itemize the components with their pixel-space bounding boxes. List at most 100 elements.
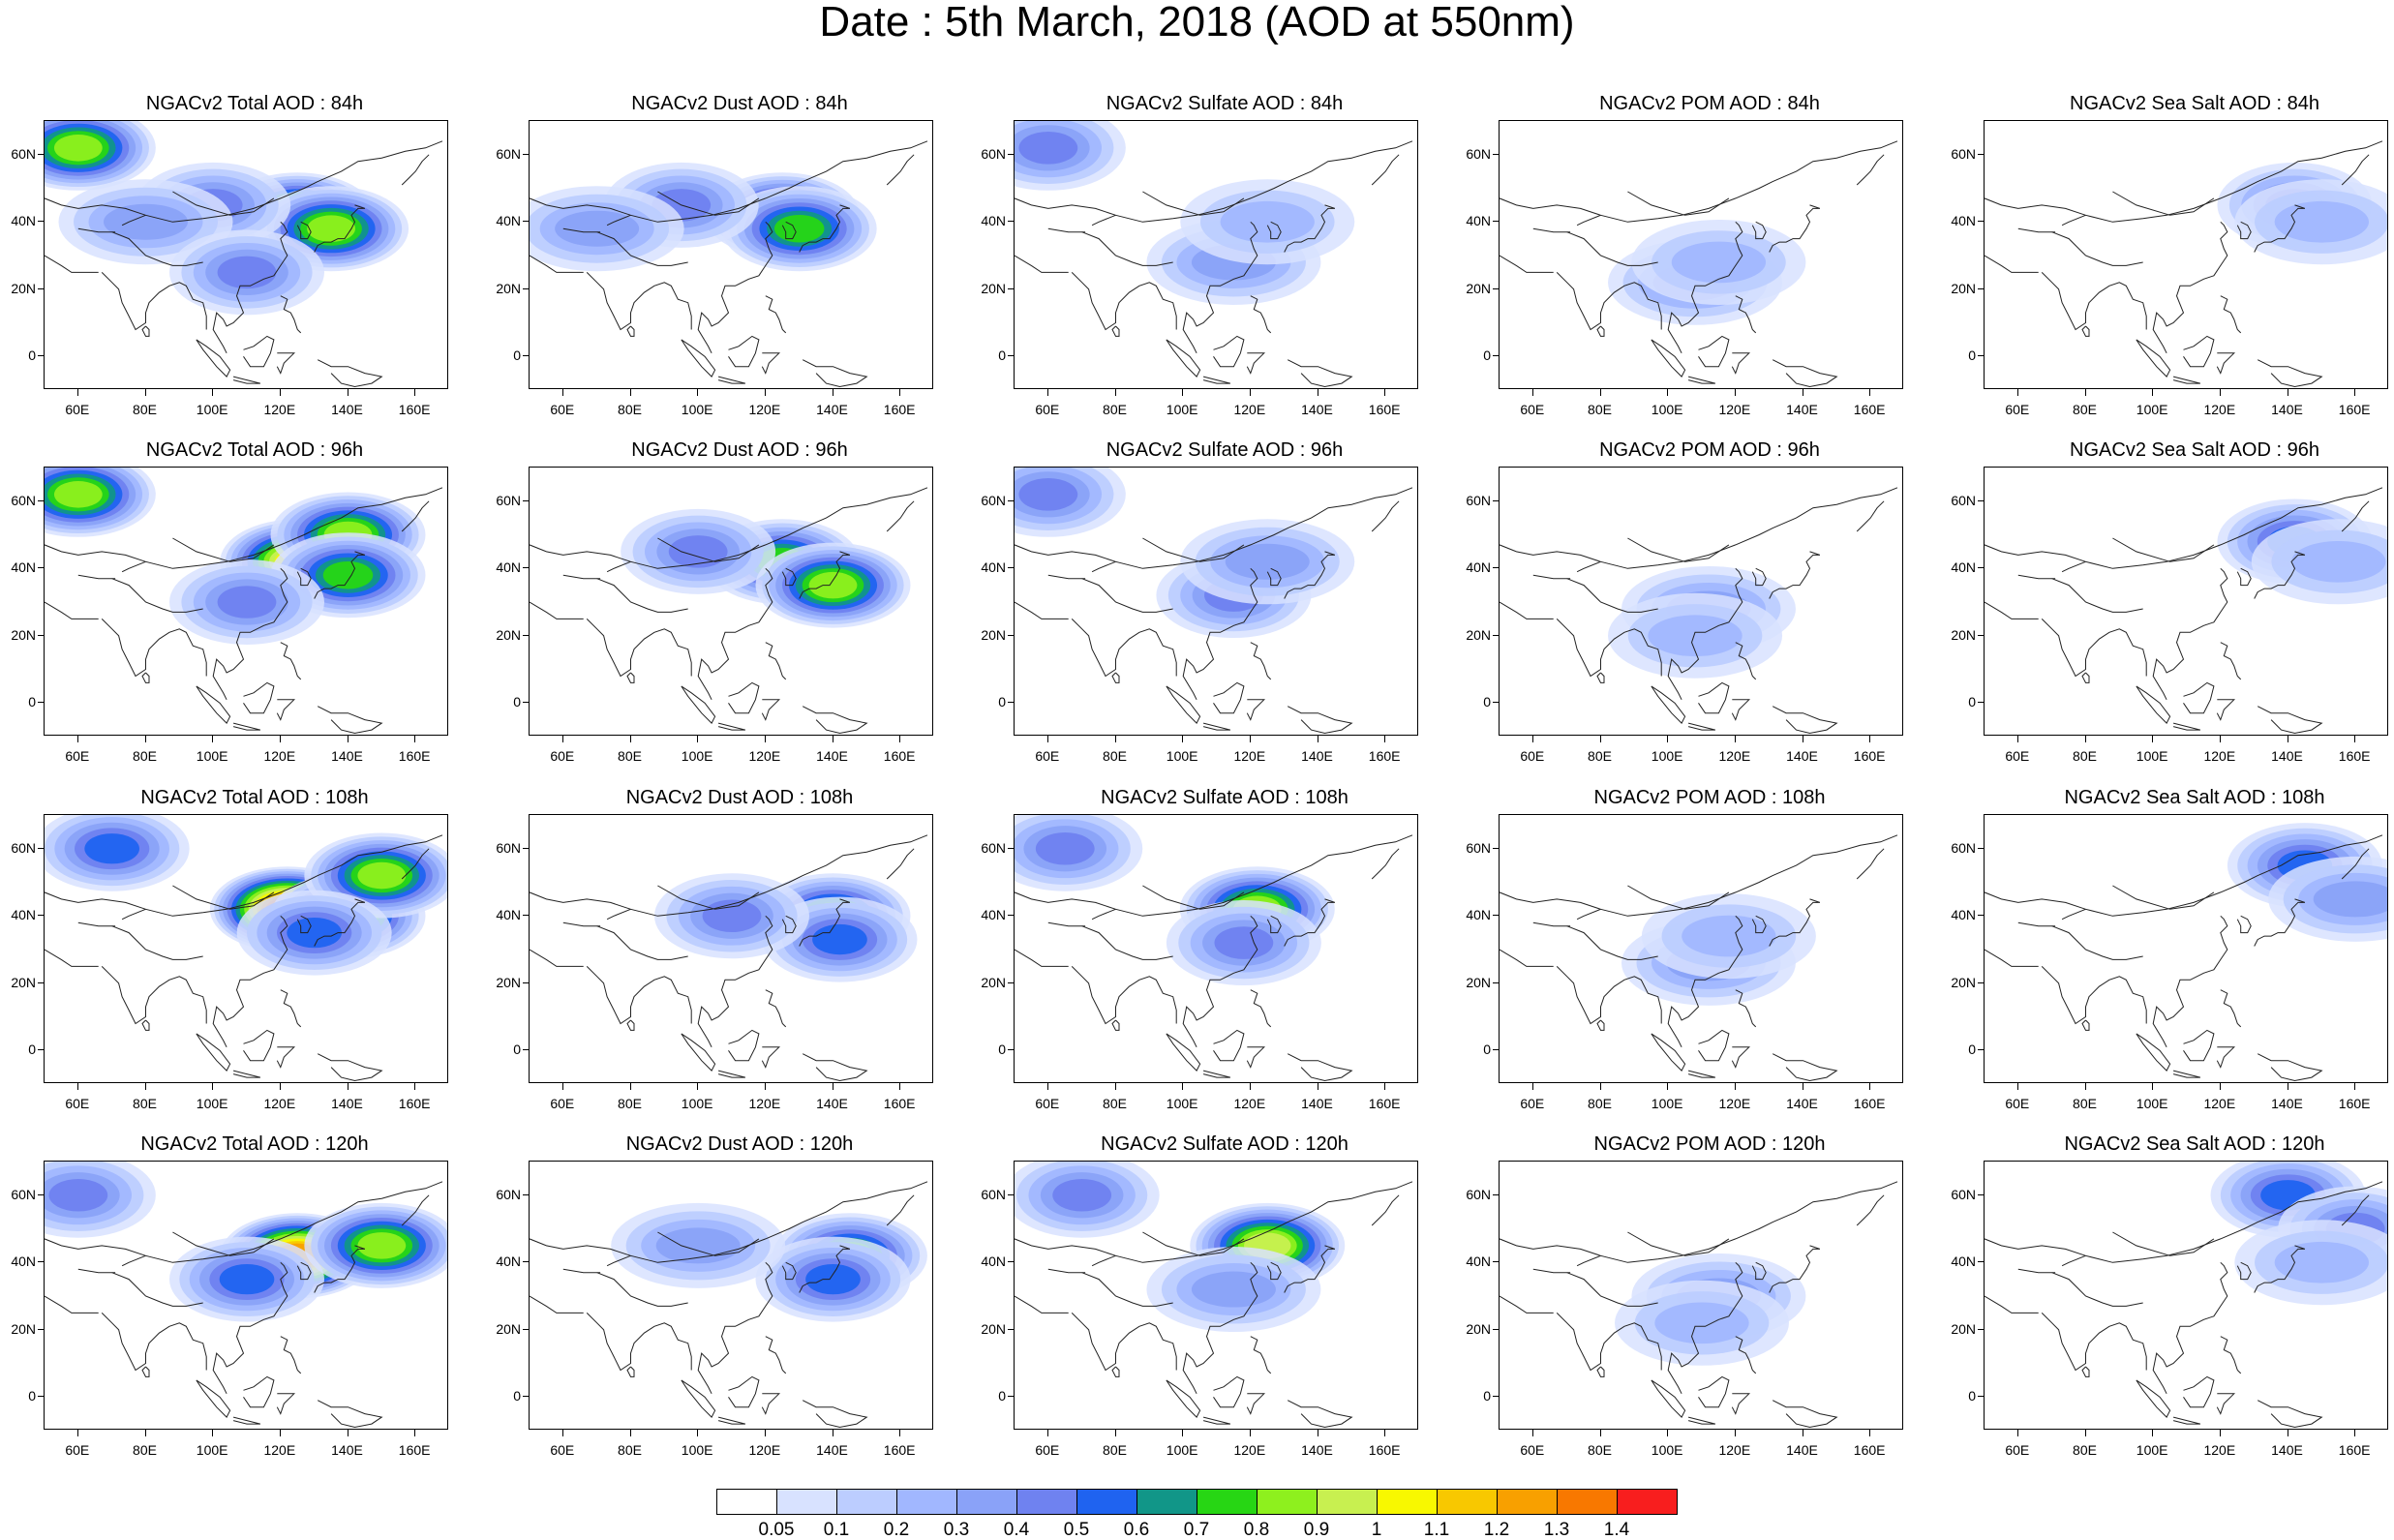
lat-tick [1008,499,1014,501]
coastline [1985,1181,2383,1263]
aod-contour [84,833,139,864]
lon-tick-label: 60E [1035,748,1060,764]
map-area [1499,120,1903,389]
coastline [1287,1400,1353,1429]
lon-tick-label: 60E [550,1442,575,1458]
coastline [530,1295,584,1314]
coastline [2257,359,2323,388]
lon-tick-label: 80E [1103,1442,1127,1458]
lat-tick-label: 0 [1968,1042,1976,1058]
aod-field [1015,815,1335,986]
coastline [280,1336,302,1374]
lon-tick-label: 120E [1233,402,1266,417]
lat-tick [1493,915,1499,917]
lon-tick-label: 140E [816,1096,848,1111]
lat-tick-label: 0 [28,1042,36,1058]
coastline [1287,706,1353,735]
lat-tick-label: 40N [981,907,1006,923]
colorbar-swatch [1076,1489,1137,1515]
coastlines [1015,487,1413,735]
panel-title: NGACv2 POM AOD : 120h [1593,1133,1826,1155]
lon-tick-label: 80E [1103,402,1127,417]
coastlines [530,1181,928,1429]
coastline [232,376,261,384]
coastline [1667,1261,1743,1395]
coastline [1047,574,1086,580]
coastline [1213,335,1245,368]
lat-tick [38,153,44,155]
lon-tick-label: 140E [1301,402,1333,417]
coastline [45,834,443,917]
lat-tick [523,1193,529,1195]
lon-tick-label: 80E [2073,402,2097,417]
lat-tick [523,1328,529,1330]
lon-tick-label: 120E [2203,1096,2236,1111]
lon-tick-label: 60E [2005,402,2030,417]
aod-contour [287,917,342,949]
coastline [697,1261,773,1395]
coastline [2041,619,2147,678]
lon-tick-label: 60E [2005,748,2030,764]
lat-tick [1978,567,1984,569]
aod-contour [1018,132,1078,165]
coastline [1731,352,1751,375]
lat-tick-label: 60N [1466,839,1491,856]
coastline [1651,1379,1686,1418]
lat-tick [1493,567,1499,569]
coastline [232,722,261,731]
coastline [606,560,631,573]
lat-tick-label: 20N [1951,1320,1976,1337]
coastline [717,722,746,731]
lat-tick-label: 0 [1968,1388,1976,1404]
lat-tick-label: 40N [1951,907,1976,923]
lon-tick [414,1083,416,1090]
colorbar-swatch [1136,1489,1197,1515]
lat-tick-label: 60N [1466,145,1491,162]
coastline [2017,921,2056,927]
coastline [2216,699,2236,721]
aod-contour [2313,881,2387,918]
lon-tick [629,1083,631,1090]
lon-tick-label: 140E [2271,748,2303,764]
lon-tick-label: 140E [2271,402,2303,417]
colorbar-swatch [776,1489,837,1515]
coastline [1182,221,1258,354]
coastline [1651,685,1686,724]
coastline [296,567,312,587]
lon-tick-label: 160E [2338,402,2371,417]
coastline [1266,221,1282,240]
coastline [2183,335,2215,368]
coastline [1698,1029,1730,1062]
coastline [1500,949,1554,967]
panel-title: NGACv2 Dust AOD : 120h [625,1133,854,1155]
coastline [2152,567,2228,701]
lon-tick-label: 120E [2203,748,2236,764]
coastline [2081,325,2090,337]
coastline [243,681,275,714]
lon-tick-label: 120E [1718,748,1751,764]
aod-contour [1682,915,1776,957]
coastline [2216,1393,2236,1415]
lat-tick [523,915,529,917]
aod-field [654,873,918,982]
coastline [1985,1295,2039,1314]
lat-tick [1493,355,1499,357]
map-svg [45,468,443,735]
aod-contour [217,256,277,289]
coastline [2061,560,2086,573]
lon-tick [144,389,146,396]
coastline [1627,537,1730,562]
lat-tick [1493,702,1499,704]
lat-tick [1493,1261,1499,1263]
coastline [1142,537,1245,562]
coastline [717,1070,746,1078]
map-svg [1985,140,2387,388]
coastline [141,325,150,337]
lon-tick [1114,1430,1116,1436]
lon-tick-label: 100E [196,1096,228,1111]
coastline [606,908,631,921]
lon-tick-label: 80E [1103,1096,1127,1111]
coastline [2257,706,2323,735]
coastline [317,1400,383,1429]
lon-tick-label: 160E [398,748,431,764]
